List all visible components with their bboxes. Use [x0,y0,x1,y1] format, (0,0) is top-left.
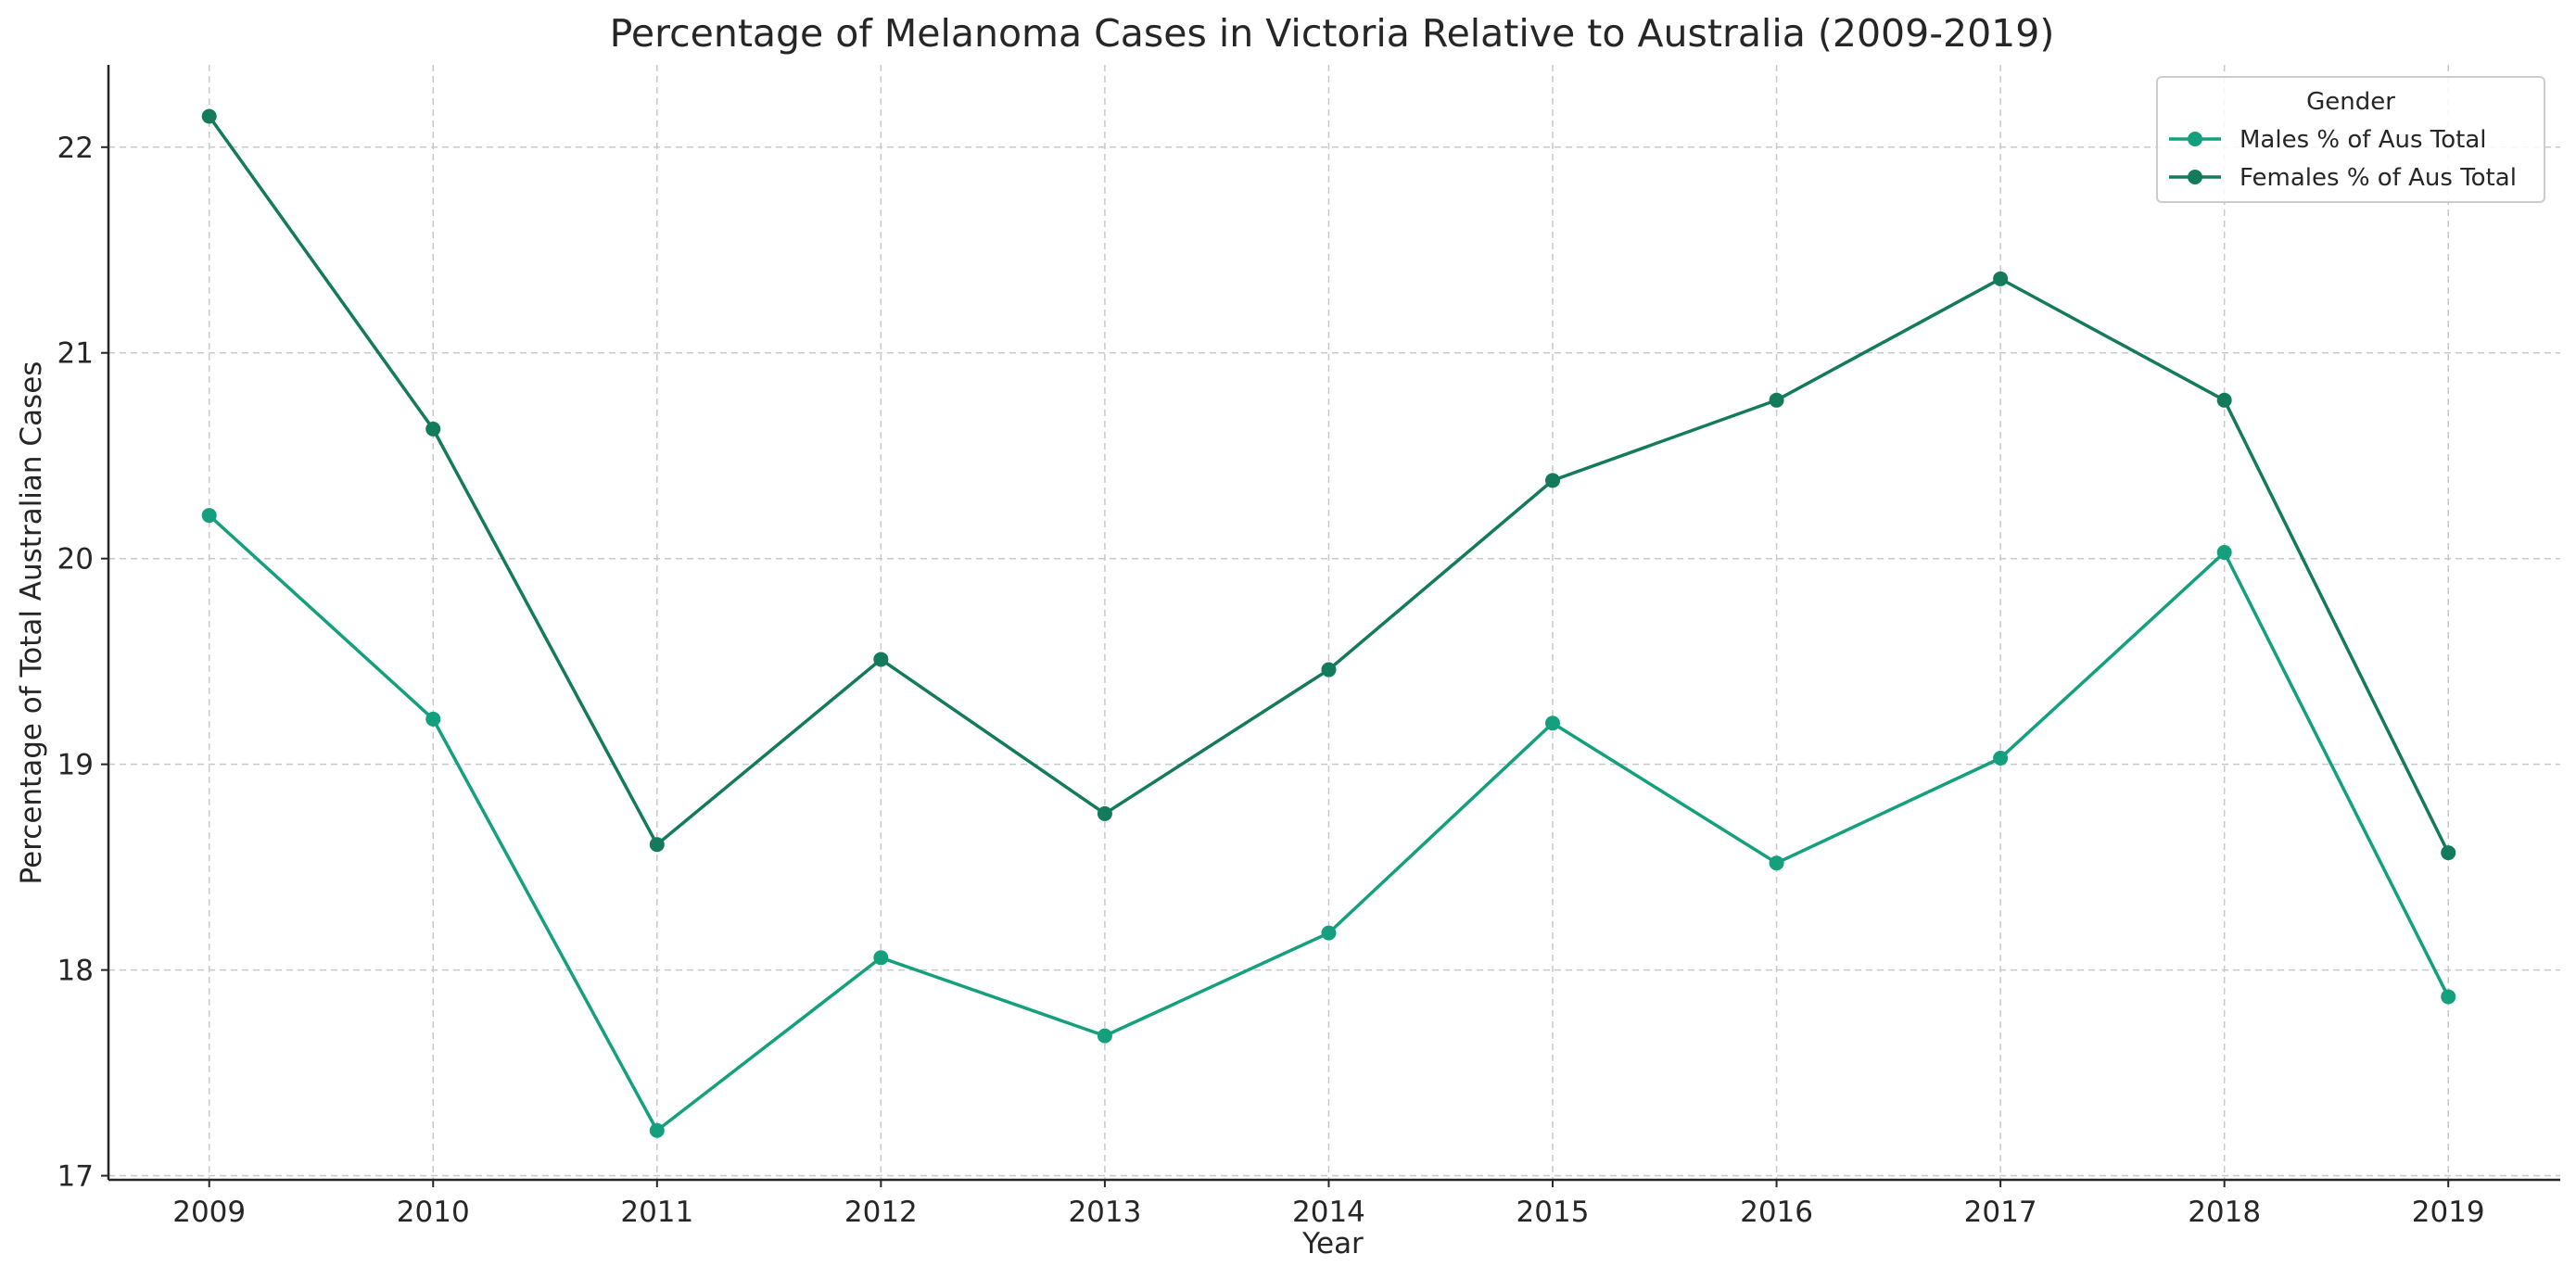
x-axis-label: Year [1301,1227,1364,1260]
x-tick-label: 2019 [2412,1196,2485,1229]
series-1 [201,508,2456,1138]
y-axis-label: Percentage of Total Australian Cases [15,361,48,885]
data-point [1321,925,1337,941]
data-point [1993,271,2009,286]
y-axis-ticks: 17 18 19 20 21 22 [57,132,108,1194]
legend-title: Gender [2306,88,2395,116]
data-point [201,108,217,124]
data-point [201,508,217,524]
x-tick-label: 2018 [2188,1196,2261,1229]
legend-swatch-marker [2188,170,2202,184]
series-layer [201,108,2456,1138]
data-point [2441,845,2456,861]
legend: Gender Males % of Aus Total Females % of … [2156,76,2545,203]
legend-box [2156,76,2545,203]
data-point [873,950,889,966]
x-tick-label: 2012 [844,1196,918,1229]
x-tick-label: 2017 [1964,1196,2037,1229]
legend-label: Females % of Aus Total [2240,164,2517,192]
y-tick-label: 18 [57,955,94,988]
data-point [649,1122,665,1138]
legend-entries: Males % of Aus Total Females % of Aus Tot… [2169,126,2517,192]
data-point [1545,473,1561,488]
legend-label: Males % of Aus Total [2240,126,2487,154]
data-point [1097,1028,1112,1044]
data-point [425,711,441,727]
chart-title: Percentage of Melanoma Cases in Victoria… [610,11,2055,56]
y-tick-label: 19 [57,749,94,782]
data-point [1097,805,1112,821]
data-point [1321,662,1337,677]
grid [108,65,2560,1180]
x-tick-label: 2014 [1292,1196,1365,1229]
data-point [1769,855,1784,871]
data-point [649,837,665,853]
legend-swatch-marker [2188,132,2202,146]
x-tick-label: 2010 [397,1196,470,1229]
series-2 [201,108,2456,861]
x-tick-label: 2013 [1068,1196,1141,1229]
x-tick-label: 2009 [172,1196,246,1229]
x-tick-label: 2011 [620,1196,693,1229]
x-tick-label: 2015 [1516,1196,1590,1229]
data-point [2216,392,2232,408]
data-point [425,421,441,437]
data-point [1545,715,1561,731]
data-point [873,652,889,667]
data-point [1769,392,1784,408]
x-axis-ticks: 2009 2010 2011 2012 2013 2014 2015 2016 2017 2018… [172,1180,2485,1229]
data-point [2216,545,2232,561]
y-tick-label: 20 [57,543,94,576]
y-tick-label: 21 [57,337,94,371]
data-point [1993,750,2009,766]
y-tick-label: 17 [57,1160,94,1194]
data-point [2441,989,2456,1005]
x-tick-label: 2016 [1740,1196,1813,1229]
y-tick-label: 22 [57,132,94,165]
